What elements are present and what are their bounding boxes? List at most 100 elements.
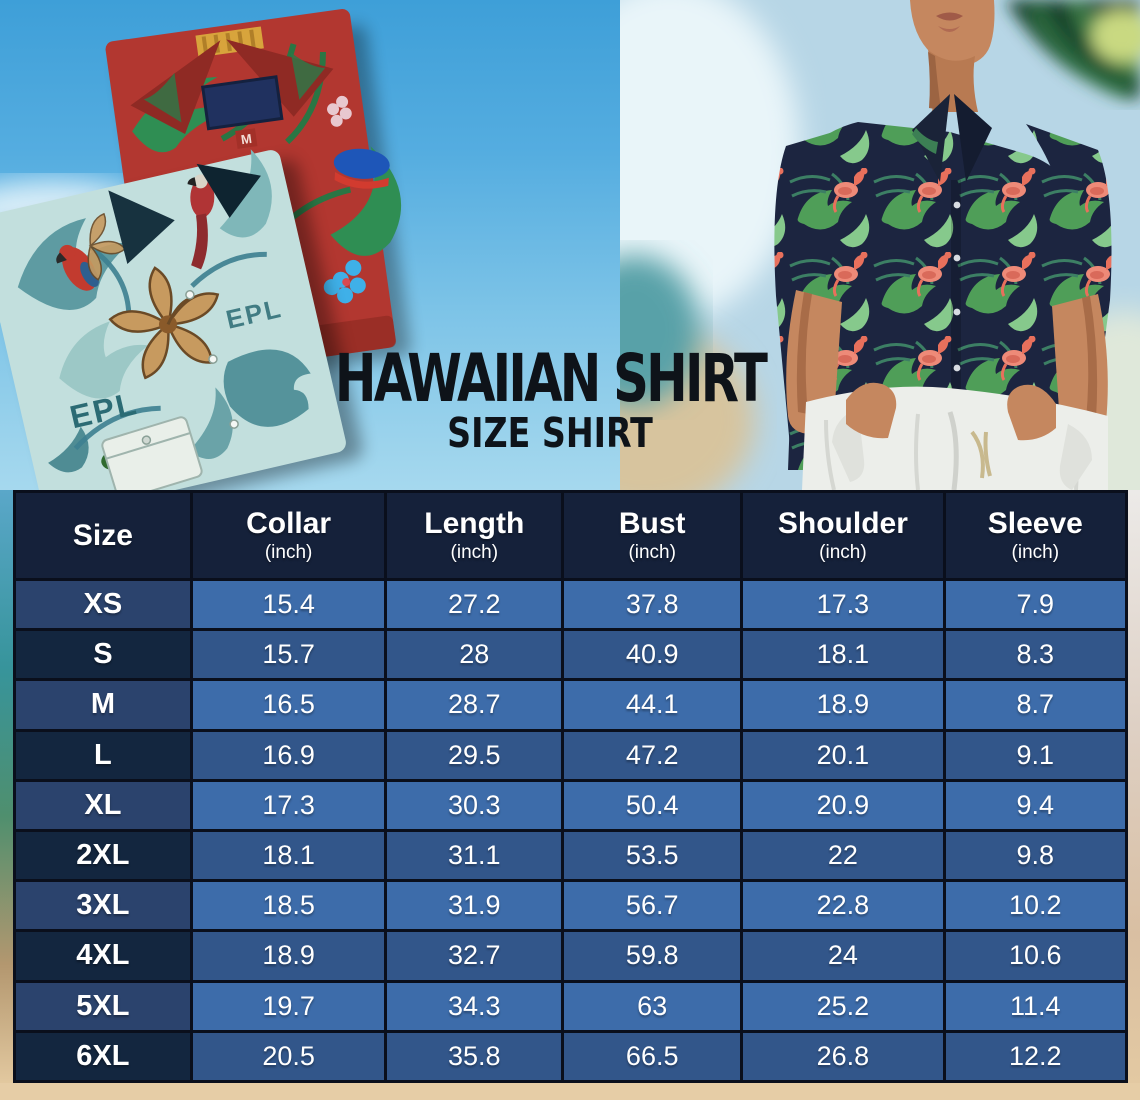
size-cell-s: S: [13, 628, 193, 682]
table-row-xl: XL 17.3 30.3 50.4 20.9 9.4: [13, 778, 1129, 832]
care-label: [201, 75, 284, 131]
value-cell: 26.8: [740, 1029, 946, 1084]
parrot-shapes: [56, 174, 215, 471]
value-cell: 11.4: [942, 979, 1129, 1033]
size-cell-3xl: 3XL: [13, 879, 193, 933]
column-header-shoulder: Shoulder (inch): [740, 490, 946, 581]
size-cell-2xl: 2XL: [13, 828, 193, 883]
palm-leaf-shape: [330, 146, 402, 256]
title-block: HAWAIIAN SHIRT SIZE SHIRT: [290, 339, 810, 454]
column-header-length: Length (inch): [384, 490, 565, 581]
column-unit: (inch): [264, 541, 313, 563]
value-cell: 9.8: [942, 828, 1129, 883]
fern-stroke-shapes: [73, 245, 267, 451]
photo-edge-left: [0, 490, 13, 1083]
column-header-collar: Collar (inch): [189, 490, 388, 581]
shirt-print-text: EPL: [223, 293, 285, 335]
value-cell: 10.6: [942, 929, 1129, 983]
cloud-shape: [0, 270, 92, 318]
value-cell: 9.4: [942, 778, 1129, 832]
value-cell: 8.3: [942, 628, 1129, 682]
value-cell: 34.3: [384, 979, 565, 1033]
column-header-size: Size: [13, 490, 193, 581]
value-cell: 37.8: [561, 577, 744, 632]
table-row-m: M 16.5 28.7 44.1 18.9 8.7: [13, 678, 1129, 732]
value-cell: 18.9: [189, 929, 388, 983]
value-cell: 7.9: [942, 577, 1129, 632]
column-unit: (inch): [1011, 541, 1060, 563]
value-cell: 18.5: [189, 879, 388, 933]
column-unit: (inch): [628, 541, 676, 563]
column-unit: (inch): [819, 541, 867, 563]
value-cell: 16.5: [189, 678, 388, 732]
value-cell: 22: [740, 828, 946, 883]
value-cell: 9.1: [942, 728, 1129, 782]
palm-leaves-blur: [1005, 0, 1140, 100]
collar-lapel-shape: [196, 163, 261, 218]
model-arms: [786, 290, 1108, 440]
table-row-s: S 15.7 28 40.9 18.1 8.3: [13, 628, 1129, 682]
value-cell: 18.1: [740, 628, 946, 682]
table-row-4xl: 4XL 18.9 32.7 59.8 24 10.6: [13, 929, 1129, 983]
table-row-3xl: 3XL 18.5 31.9 56.7 22.8 10.2: [13, 879, 1129, 933]
size-cell-l: L: [13, 728, 193, 782]
red-hawaiian-shirt: M: [105, 9, 411, 390]
value-cell: 22.8: [740, 879, 946, 933]
size-chart-body: XS 15.4 27.2 37.8 17.3 7.9 S 15.7 28 40.9 18.1 8.3 M…: [13, 577, 1129, 1084]
table-row-5xl: 5XL 19.7 34.3 63 25.2 11.4: [13, 979, 1129, 1033]
table-row-xs: XS 15.4 27.2 37.8 17.3 7.9: [13, 577, 1129, 632]
value-cell: 44.1: [561, 678, 744, 732]
monstera-leaf-shapes: [17, 149, 311, 473]
value-cell: 31.9: [384, 879, 565, 933]
flower-shapes: [157, 84, 366, 321]
flamingo-shirt: [774, 94, 1112, 470]
value-cell: 20.5: [189, 1029, 388, 1084]
value-cell: 18.1: [189, 828, 388, 883]
value-cell: 66.5: [561, 1029, 744, 1084]
column-header-sleeve: Sleeve (inch): [942, 490, 1129, 581]
value-cell: 56.7: [561, 879, 744, 933]
value-cell: 47.2: [561, 728, 744, 782]
value-cell: 30.3: [384, 778, 565, 832]
value-cell: 40.9: [561, 628, 744, 682]
shirt-size-tag: M: [240, 131, 253, 147]
model-hand: [846, 382, 897, 439]
size-cell-5xl: 5XL: [13, 979, 193, 1033]
value-cell: 19.7: [189, 979, 388, 1033]
hibiscus-flower-shape: [87, 212, 127, 281]
column-unit: (inch): [450, 541, 499, 563]
model-hand: [1007, 384, 1056, 441]
value-cell: 10.2: [942, 879, 1129, 933]
value-cell: 18.9: [740, 678, 946, 732]
size-cell-xl: XL: [13, 778, 193, 832]
value-cell: 15.4: [189, 577, 388, 632]
collar-lapel-shape: [130, 40, 221, 135]
size-chart-table: Size Collar (inch) Length (inch) Bust (inch) Sh…: [13, 490, 1129, 1084]
column-header-bust: Bust (inch): [561, 490, 744, 581]
value-cell: 35.8: [384, 1029, 565, 1084]
size-chart-header: Size Collar (inch) Length (inch) Bust (inch) Sh…: [13, 490, 1129, 581]
chest-pocket: [101, 416, 203, 501]
sleeve-logo-patch: [333, 148, 390, 189]
value-cell: 63: [561, 979, 744, 1033]
value-cell: 24: [740, 929, 946, 983]
value-cell: 17.3: [740, 577, 946, 632]
value-cell: 29.5: [384, 728, 565, 782]
button-dots: [185, 289, 239, 429]
collar-lapel-shape: [108, 190, 175, 264]
value-cell: 25.2: [740, 979, 946, 1033]
size-cell-xs: XS: [13, 577, 193, 632]
size-cell-6xl: 6XL: [13, 1029, 193, 1084]
white-pants: [802, 386, 1108, 490]
page-title: HAWAIIAN SHIRT: [334, 339, 768, 417]
value-cell: 16.9: [189, 728, 388, 782]
model-neck-face: [910, 0, 995, 112]
value-cell: 17.3: [189, 778, 388, 832]
table-row-l: L 16.9 29.5 47.2 20.1 9.1: [13, 728, 1129, 782]
value-cell: 12.2: [942, 1029, 1129, 1084]
value-cell: 31.1: [384, 828, 565, 883]
value-cell: 15.7: [189, 628, 388, 682]
cloud-shape: [0, 179, 147, 239]
shirt-print-text: EPL: [66, 385, 141, 435]
